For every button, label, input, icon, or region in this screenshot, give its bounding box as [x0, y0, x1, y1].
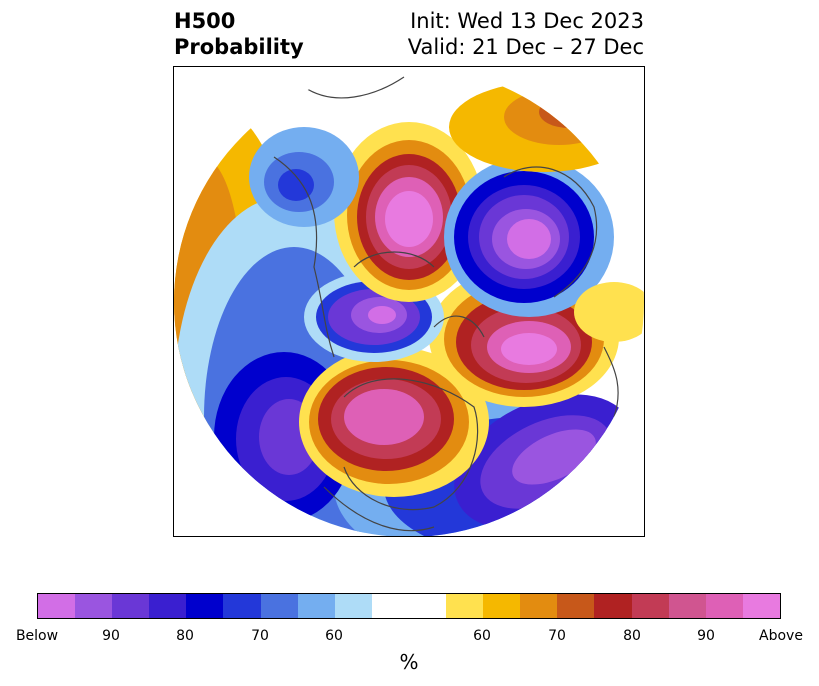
colorbar-tick-label: 70	[548, 628, 566, 644]
colorbar-segment	[223, 594, 261, 618]
colorbar-tick-label: 60	[325, 628, 343, 644]
colorbar-tick-label: 70	[251, 628, 269, 644]
colorbar-segment	[483, 594, 521, 618]
colorbar-segment	[334, 594, 372, 618]
colorbar-segment	[557, 594, 595, 618]
date-block: Init: Wed 13 Dec 2023 Valid: 21 Dec – 27…	[408, 8, 644, 60]
colorbar-segment	[446, 594, 484, 618]
colorbar-tick-label: 80	[623, 628, 641, 644]
colorbar-segment	[149, 594, 187, 618]
map-panel	[173, 66, 645, 537]
colorbar-segment	[112, 594, 150, 618]
anomaly-north-america-above	[299, 347, 489, 497]
colorbar-segment	[38, 594, 76, 618]
colorbar-tick-label: 60	[473, 628, 491, 644]
title-line-1: H500	[174, 9, 236, 33]
colorbar-segment	[260, 594, 298, 618]
title-block: H500 Probability	[174, 8, 304, 60]
colorbar-tick-label: 90	[102, 628, 120, 644]
colorbar-segment	[705, 594, 743, 618]
colorbar-segment	[75, 594, 113, 618]
colorbar-segment	[520, 594, 558, 618]
colorbar-segment	[742, 594, 780, 618]
anomaly-europe-below	[444, 157, 614, 317]
title-line-2: Probability	[174, 35, 304, 59]
coastlines	[273, 76, 619, 532]
init-date: Init: Wed 13 Dec 2023	[410, 9, 644, 33]
colorbar-segment	[668, 594, 706, 618]
colorbar-segment	[297, 594, 335, 618]
colorbar-tick-label: 90	[697, 628, 715, 644]
colorbar-unit-label: %	[399, 650, 419, 674]
colorbar-segment	[371, 594, 447, 618]
colorbar	[37, 593, 781, 619]
colorbar-tick-label: Above	[759, 628, 803, 644]
colorbar-tick-label: 80	[176, 628, 194, 644]
colorbar-tick-label: Below	[15, 628, 59, 644]
colorbar-segment	[186, 594, 224, 618]
probability-map	[174, 67, 644, 536]
anomaly-siberia-above	[334, 122, 484, 302]
colorbar-segment	[594, 594, 632, 618]
colorbar-segment	[631, 594, 669, 618]
valid-range: Valid: 21 Dec – 27 Dec	[407, 35, 644, 59]
